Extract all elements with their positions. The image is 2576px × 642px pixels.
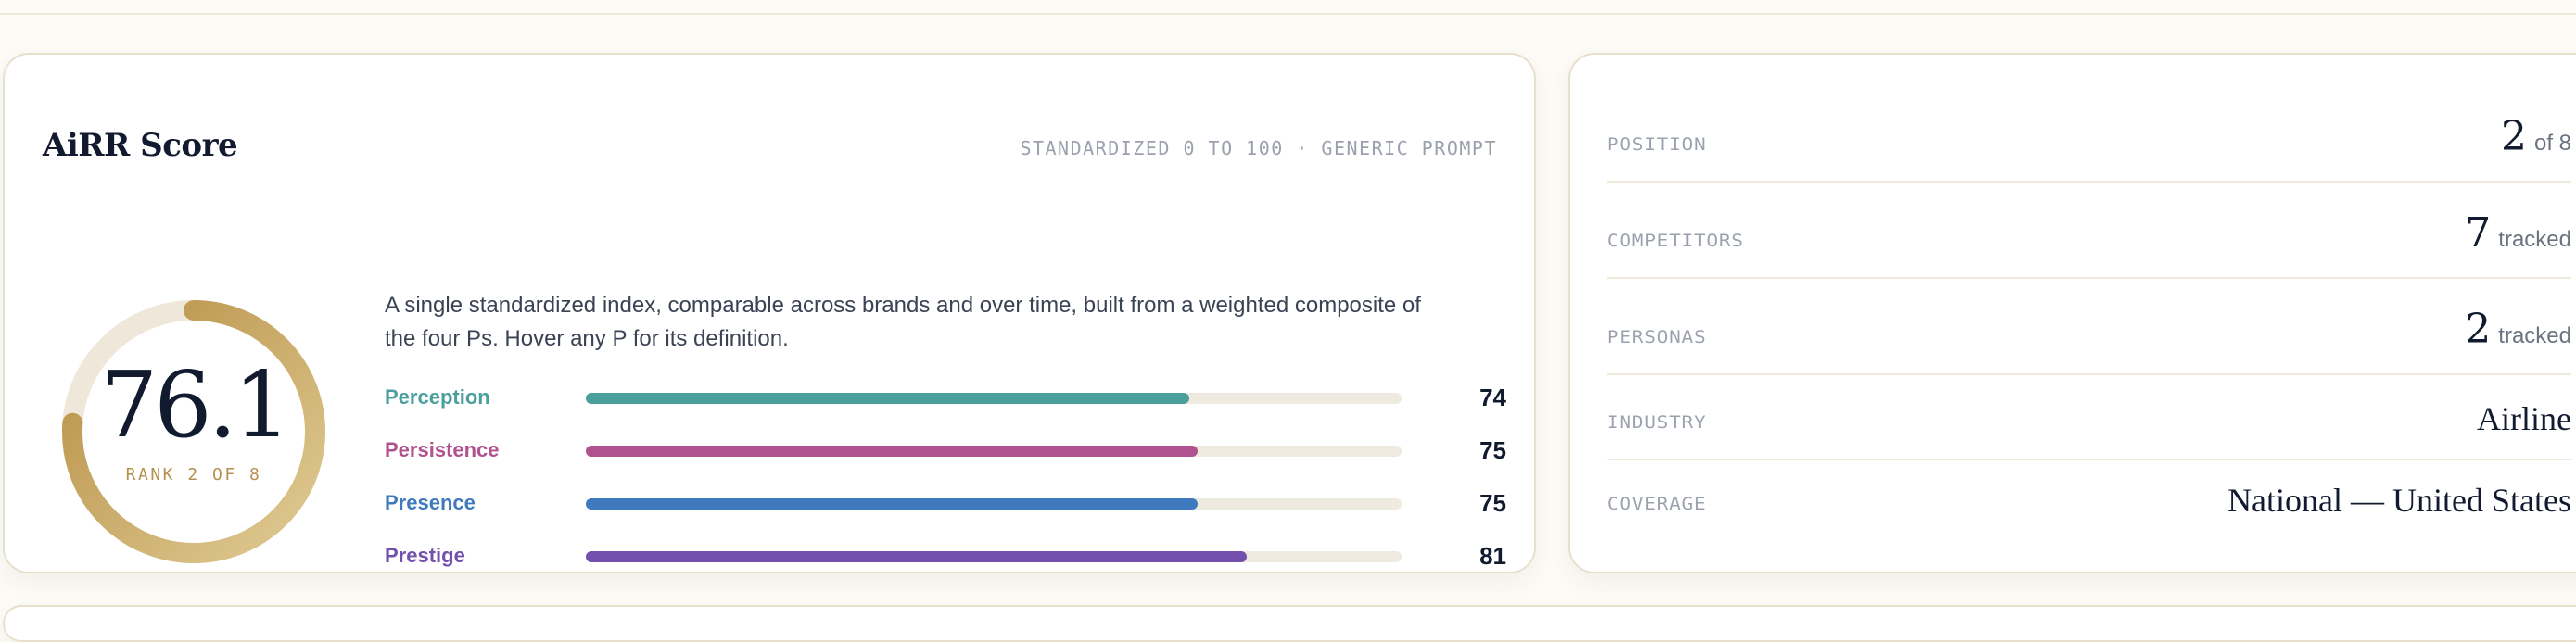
pillar-label: Perception [385, 385, 490, 409]
pillar-track [586, 498, 1402, 510]
stat-label: INDUSTRY [1607, 412, 1707, 433]
pillar-bar [586, 551, 1247, 562]
stat-number: 7 [2465, 209, 2492, 257]
stat-label: COVERAGE [1607, 494, 1707, 514]
stat-text: National — United States [2227, 482, 2571, 519]
score-ring-arc [62, 300, 325, 563]
stat-text: Airline [2477, 400, 2571, 437]
pillar-prestige[interactable]: Prestige 81 [385, 540, 1506, 572]
brand-stats-card: POSITION 2 of 8 COMPETITORS 7 tracked PERS… [1568, 53, 2576, 573]
stat-value: 2 tracked [2465, 306, 2571, 353]
pillar-value: 75 [1479, 489, 1506, 517]
pillar-value: 74 [1479, 384, 1506, 411]
stat-unit: tracked [2498, 227, 2571, 252]
pillar-track [586, 551, 1402, 562]
pillar-perception[interactable]: Perception 74 [385, 382, 1506, 413]
score-description: A single standardized index, comparable … [385, 293, 1421, 351]
stat-row-coverage: COVERAGE National — United States [1607, 460, 2571, 540]
pillar-bar [586, 393, 1190, 404]
pillar-persistence[interactable]: Persistence 75 [385, 434, 1506, 466]
pillar-bar [586, 446, 1198, 457]
stat-label: PERSONAS [1607, 327, 1707, 347]
pillar-value: 81 [1479, 542, 1506, 570]
pillar-label: Prestige [385, 544, 465, 567]
pillar-label: Persistence [385, 438, 500, 461]
stat-row-competitors: COMPETITORS 7 tracked [1607, 183, 2571, 279]
pillar-presence[interactable]: Presence 75 [385, 487, 1506, 519]
stat-row-industry: INDUSTRY Airline [1607, 375, 2571, 460]
rank-label: RANK 2 OF 8 [125, 465, 262, 485]
stat-label: COMPETITORS [1607, 231, 1745, 251]
score-ring [62, 300, 325, 563]
stat-value: 2 of 8 [2501, 113, 2571, 160]
stat-value: 7 tracked [2465, 209, 2571, 257]
card-subtitle: STANDARDIZED 0 TO 100 · GENERIC PROMPT [1020, 137, 1497, 159]
stat-number: 2 [2500, 113, 2527, 160]
pillar-track [586, 446, 1402, 457]
pillar-value: 75 [1479, 436, 1506, 464]
top-divider [0, 13, 2576, 15]
score-value: 76.1 [99, 353, 291, 459]
pillar-track [586, 393, 1402, 404]
stat-number: 2 [2465, 306, 2492, 353]
pillar-bar [586, 498, 1198, 510]
pillar-label: Presence [385, 491, 476, 514]
stat-row-position: POSITION 2 of 8 [1607, 55, 2571, 183]
stat-unit: of 8 [2533, 131, 2571, 156]
next-card [3, 605, 2576, 642]
stat-row-personas: PERSONAS 2 tracked [1607, 279, 2571, 375]
airr-score-card: AiRR Score STANDARDIZED 0 TO 100 · GENER… [3, 53, 1536, 573]
card-title: AiRR Score [43, 127, 238, 164]
stat-unit: tracked [2498, 323, 2571, 348]
stat-label: POSITION [1607, 134, 1707, 155]
